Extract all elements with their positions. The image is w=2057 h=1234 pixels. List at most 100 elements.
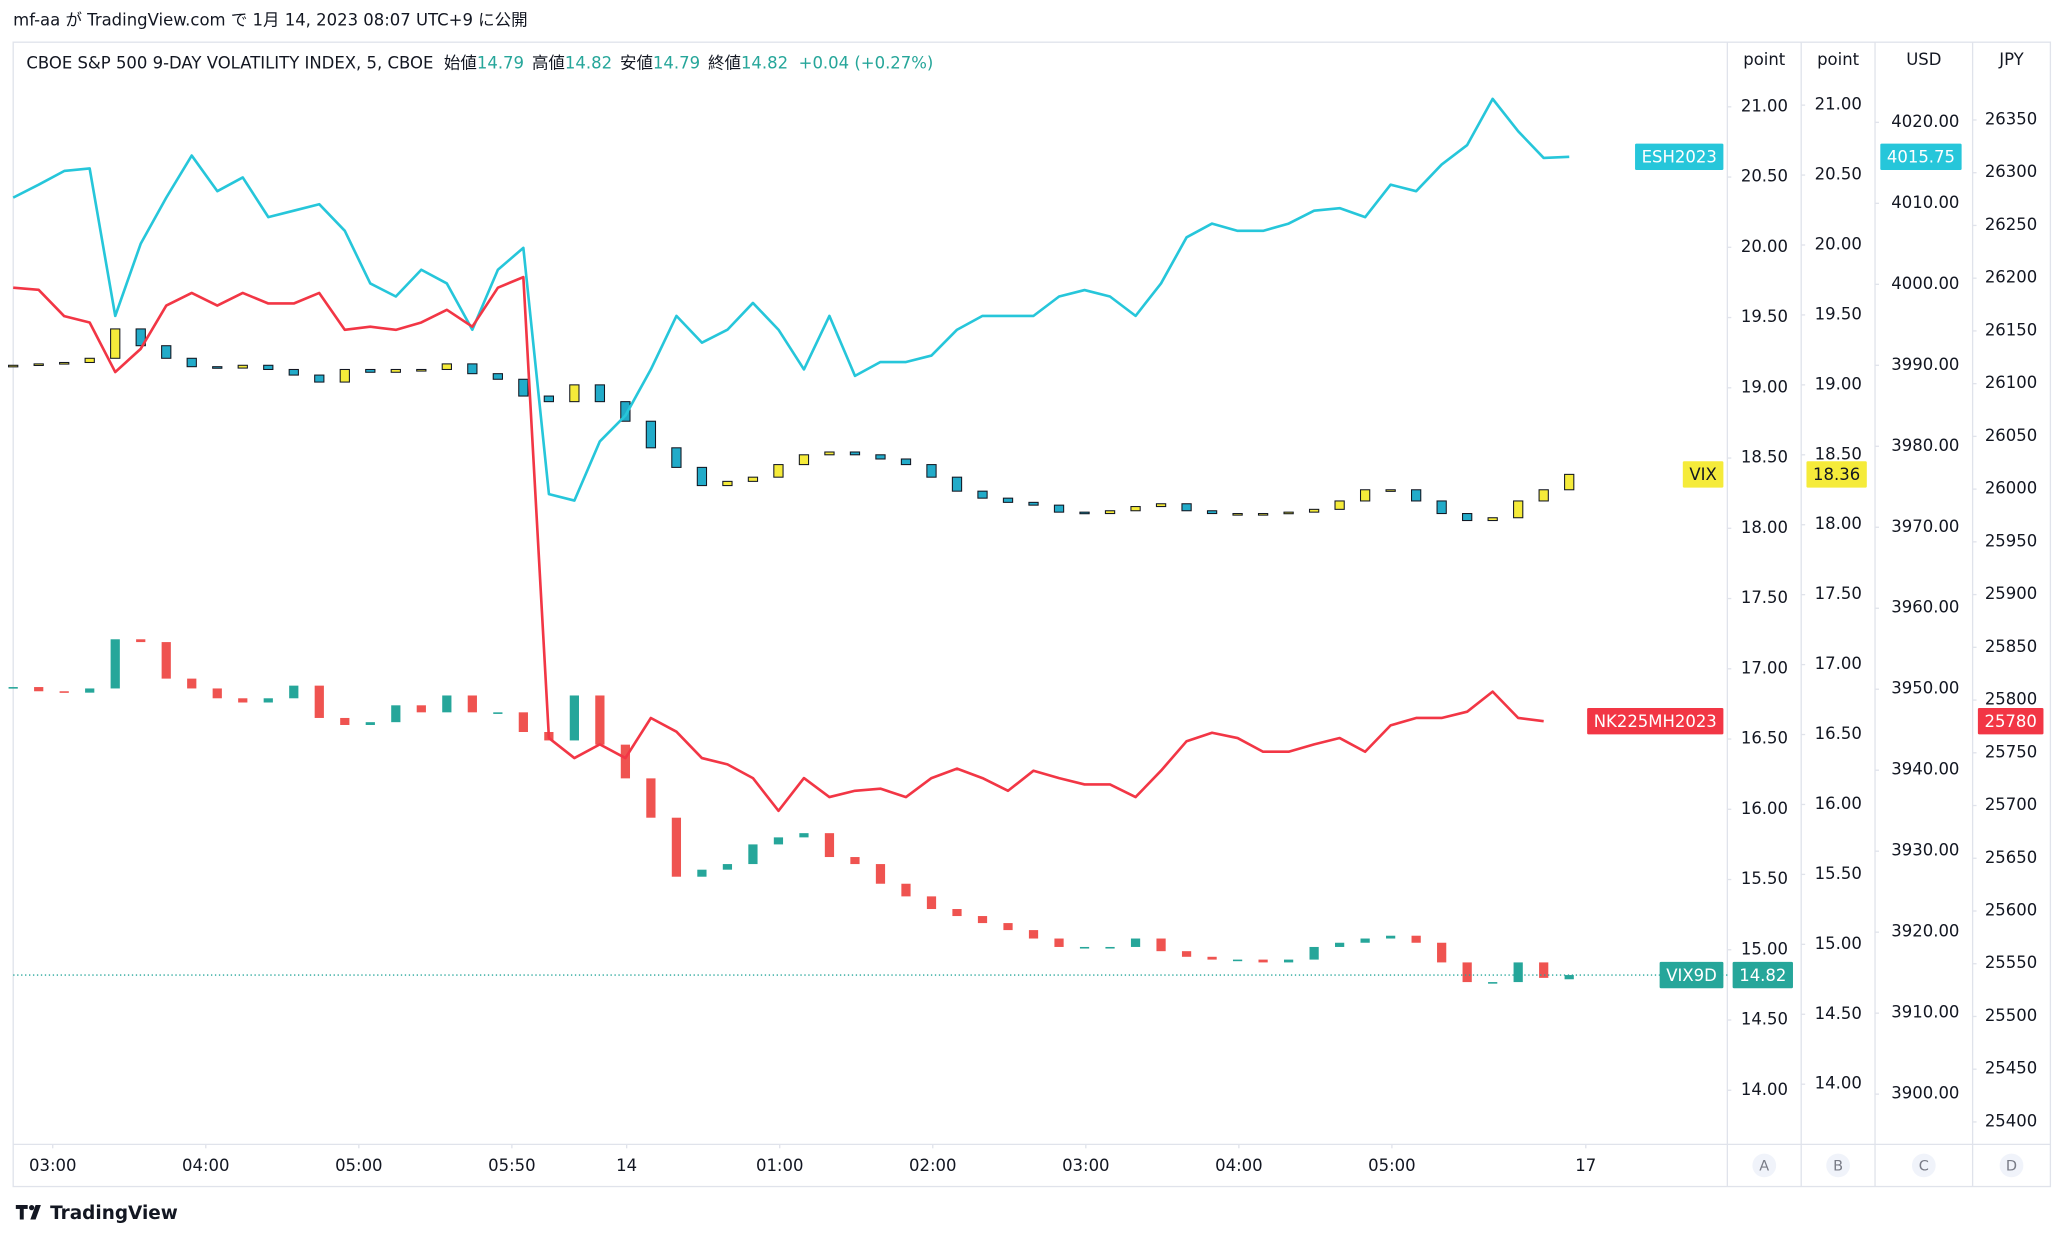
y-tick-label: 25800 [1985, 690, 2037, 709]
y-tick-label: 16.50 [1741, 729, 1788, 748]
badge-box [1659, 961, 1724, 989]
candle [289, 685, 299, 699]
candle [33, 363, 44, 366]
y-tick-label: 26000 [1985, 479, 2037, 498]
candle [1105, 946, 1115, 949]
y-tick-label: 15.00 [1815, 934, 1862, 953]
axis-unit: point [1817, 50, 1860, 69]
candle [1487, 517, 1498, 522]
candle [1538, 489, 1549, 502]
candle [901, 883, 911, 897]
line-series [12, 97, 1570, 502]
y-tick-label: 3900.00 [1891, 1084, 1959, 1103]
x-tick-label: 01:00 [756, 1156, 803, 1175]
candle [1028, 501, 1039, 506]
y-tick-label: 25850 [1985, 637, 2037, 656]
candle [1028, 930, 1039, 939]
candle [135, 328, 146, 347]
y-tick-label: 26250 [1985, 215, 2037, 234]
candle [365, 722, 375, 725]
x-tick-label: 04:00 [1215, 1156, 1262, 1175]
candle [1257, 513, 1269, 516]
y-tick-label: 14.00 [1741, 1080, 1788, 1099]
candle [1360, 938, 1370, 943]
candle [1437, 942, 1447, 963]
candle [1513, 962, 1523, 983]
legend-change: +0.04 (+0.27%) [799, 53, 934, 72]
candle [875, 454, 886, 460]
y-tick-label: 17.50 [1741, 588, 1788, 607]
candle [620, 744, 631, 779]
y-tick-label: 25950 [1985, 531, 2037, 550]
y-tick-label: 14.00 [1815, 1074, 1862, 1093]
candle [314, 374, 325, 383]
logo [15, 1204, 41, 1220]
x-tick-label: 05:00 [1368, 1156, 1415, 1175]
y-tick-label: 19.00 [1815, 374, 1862, 393]
candle [824, 451, 835, 456]
candle [748, 844, 758, 865]
x-tick-label: 02:00 [909, 1156, 956, 1175]
candle [1002, 497, 1014, 503]
candle [926, 896, 937, 910]
x-tick-label: 05:50 [488, 1156, 535, 1175]
y-tick-label: 20.00 [1741, 237, 1788, 256]
candle [1539, 962, 1549, 978]
candle [492, 373, 503, 380]
y-tick-label: 14.50 [1815, 1004, 1862, 1023]
candle [1283, 511, 1294, 515]
candle [1054, 938, 1064, 947]
y-tick-label: 19.50 [1741, 307, 1788, 326]
y-tick-label: 25750 [1985, 742, 2037, 761]
candle [1564, 473, 1575, 491]
price-badge: 25780 [1977, 707, 2044, 735]
axis-button [1826, 1153, 1850, 1178]
x-tick-label: 14 [616, 1156, 637, 1175]
candle [59, 361, 70, 365]
y-tick-label: 25900 [1985, 584, 2037, 603]
candle [136, 639, 146, 643]
candle [952, 909, 962, 917]
series-name: NK225MH2023 [1594, 712, 1717, 731]
y-tick-label: 21.00 [1741, 96, 1788, 115]
y-tick-label: 3940.00 [1891, 760, 1959, 779]
candle [238, 698, 248, 703]
y-tick-label: 26150 [1985, 320, 2037, 339]
y-tick-label: 20.00 [1815, 234, 1862, 253]
frame [12, 41, 2052, 1188]
candle [1335, 942, 1345, 947]
candle [569, 384, 580, 403]
candle [1411, 489, 1422, 502]
candle [1206, 510, 1218, 515]
y-tick-label: 18.50 [1815, 444, 1862, 463]
candle [314, 685, 324, 718]
candle [186, 357, 197, 368]
last-value: 4015.75 [1887, 148, 1955, 167]
candle [339, 368, 350, 383]
candle [645, 420, 657, 449]
legend-value: 14.82 [741, 53, 788, 72]
candle [646, 778, 656, 818]
candle [1462, 962, 1472, 983]
candle [951, 476, 963, 492]
y-tick-label: 26100 [1985, 373, 2037, 392]
y-tick-label: 3950.00 [1891, 679, 1959, 698]
x-tick-label: 17 [1575, 1156, 1596, 1175]
series-name: VIX9D [1666, 966, 1717, 985]
y-tick-label: 25550 [1985, 953, 2037, 972]
line-series [13, 275, 1544, 813]
candle [161, 345, 172, 359]
price-badge: ESH2023 [1635, 143, 1724, 170]
candle [288, 368, 299, 376]
candle [59, 691, 69, 693]
legend-value: 14.79 [477, 53, 524, 72]
candle [1156, 938, 1166, 952]
footer: TradingView [50, 1203, 178, 1224]
candle [569, 695, 579, 741]
candle [84, 357, 95, 364]
series-name: ESH2023 [1642, 148, 1717, 167]
y-tick-label: 20.50 [1815, 165, 1862, 184]
y-tick-label: 4020.00 [1891, 112, 1959, 131]
axis-button [1752, 1153, 1777, 1178]
